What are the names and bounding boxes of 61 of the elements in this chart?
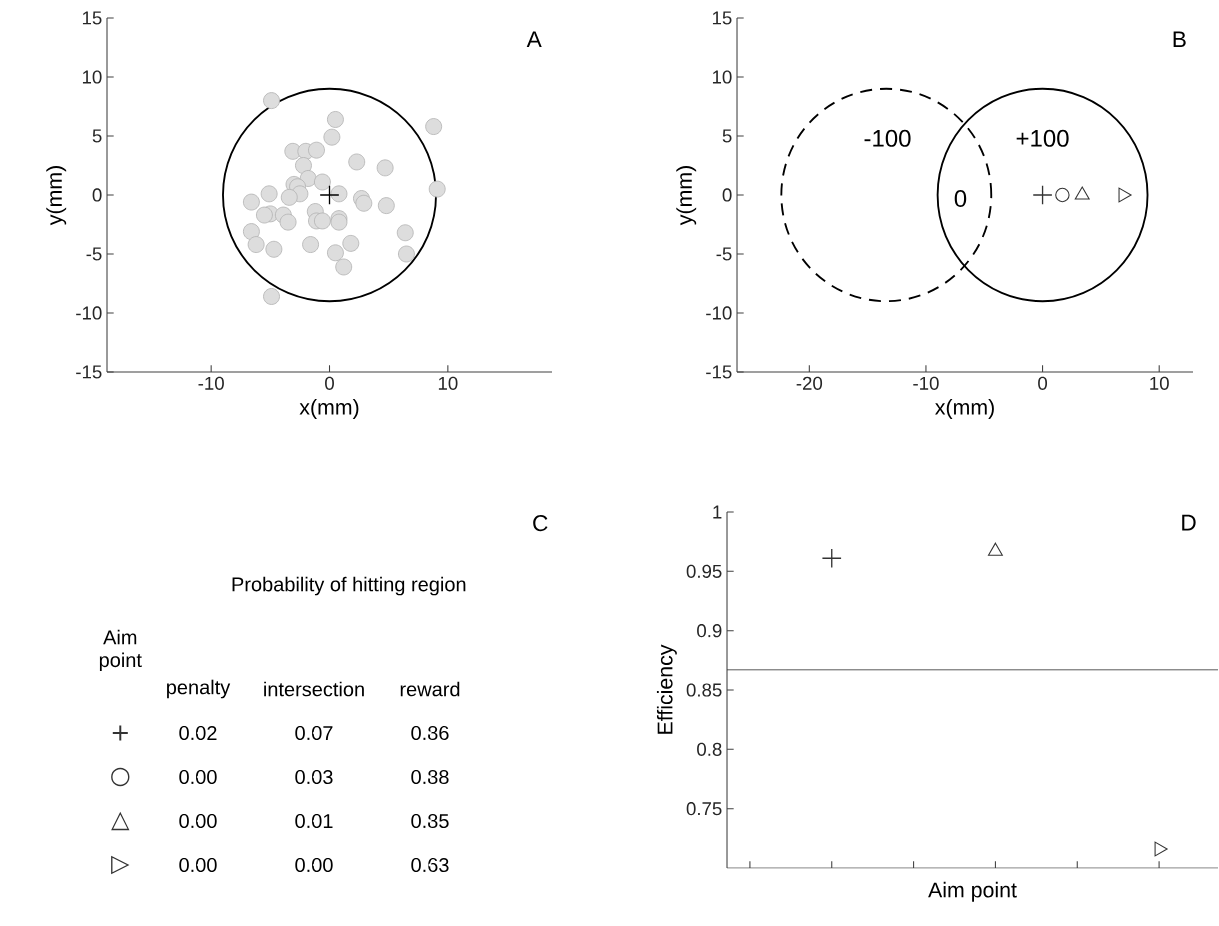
y-tick-label: 0.85 <box>686 683 722 697</box>
annotation: -100 <box>864 129 911 147</box>
y-tick-label: 1 <box>713 505 722 519</box>
annotation: A <box>526 31 542 48</box>
chart-title: Probability of hitting region <box>232 576 466 596</box>
data-label: 0.00 <box>179 813 217 829</box>
y-tick-label: + <box>112 725 128 741</box>
x-tick-label: -20 <box>796 376 823 390</box>
data-label: 0.01 <box>295 813 333 829</box>
y-tick-label: 0.8 <box>697 742 722 756</box>
data-label: 0.07 <box>295 725 333 741</box>
y-tick-label: -15 <box>706 365 732 379</box>
data-label: 0.88 <box>411 769 449 785</box>
y-tick-label: 0.75 <box>686 802 722 816</box>
y-tick-label: 0.9 <box>697 624 722 638</box>
y-tick-label: 15 <box>82 11 102 25</box>
x-tick-label: reward <box>400 681 460 697</box>
data-label: 0.63 <box>411 857 449 873</box>
data-label: 0.85 <box>411 813 449 829</box>
y-tick-label: 0.95 <box>686 564 722 578</box>
x-tick-label: 10 <box>438 376 458 390</box>
y-tick-label: 10 <box>82 70 102 84</box>
data-label: 0.00 <box>295 857 333 873</box>
x-tick-label: 0 <box>1038 376 1048 390</box>
y-axis-title: y(mm) <box>46 166 67 226</box>
x-axis-title: Aim point <box>928 881 1017 902</box>
x-tick-label: penalty <box>167 679 231 699</box>
data-label: 0.00 <box>179 769 217 785</box>
y-tick-label: △ <box>111 811 130 831</box>
annotation: +100 <box>1016 129 1069 147</box>
x-tick-label: -10 <box>913 376 939 390</box>
y-tick-label: 5 <box>722 129 732 143</box>
x-tick-label: intersection <box>264 681 364 697</box>
y-tick-label: -5 <box>716 247 732 261</box>
y-tick-label: 0 <box>722 188 732 202</box>
y-tick-label: 5 <box>92 129 102 143</box>
y-tick-label: ▷ <box>111 855 130 875</box>
x-tick-label: 0 <box>325 376 334 390</box>
y-tick-label: 10 <box>712 70 732 84</box>
annotation: B <box>1173 31 1186 48</box>
y-tick-label: -10 <box>76 306 102 320</box>
data-label: 0.03 <box>295 769 333 785</box>
annotation: D <box>1182 514 1196 531</box>
x-axis-title: x(mm) <box>935 399 994 419</box>
x-tick-label: 10 <box>1150 376 1169 390</box>
text: C <box>533 515 548 532</box>
y-tick-label: 0 <box>92 188 102 202</box>
x-axis-title: x(mm) <box>299 399 359 419</box>
data-label: 0.02 <box>179 725 217 741</box>
y-tick-label: -5 <box>86 247 102 261</box>
y-tick-label: -15 <box>76 365 102 379</box>
y-axis-title: Efficiency <box>656 644 677 734</box>
annotation: 0 <box>954 190 967 208</box>
y-axis-title: Aim point <box>99 629 142 672</box>
y-axis-title: y(mm) <box>676 166 697 226</box>
data-label: 0.86 <box>411 725 449 741</box>
y-tick-label: ○ <box>111 767 130 787</box>
y-tick-label: -10 <box>706 306 732 320</box>
data-label: 0.00 <box>179 857 217 873</box>
y-tick-label: 15 <box>712 11 732 25</box>
x-tick-label: -10 <box>198 376 224 390</box>
